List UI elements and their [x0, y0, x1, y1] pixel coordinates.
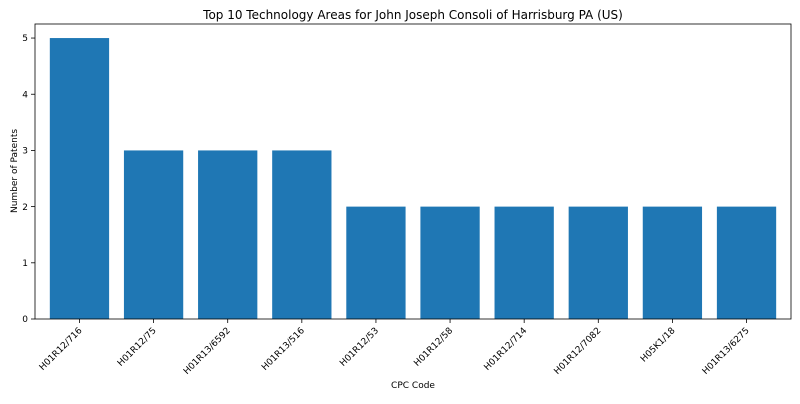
y-tick-label: 2 — [22, 203, 28, 213]
bar — [272, 150, 331, 319]
x-tick-label: H01R12/75 — [116, 326, 159, 369]
bar — [495, 207, 554, 319]
bar — [717, 207, 776, 319]
x-axis-label: CPC Code — [391, 381, 435, 391]
x-tick-label: H01R12/58 — [412, 326, 455, 369]
x-tick-label: H01R12/53 — [338, 326, 381, 369]
bar — [50, 38, 109, 319]
bar — [569, 207, 628, 319]
bar — [643, 207, 702, 319]
bar — [124, 150, 183, 319]
y-tick-label: 4 — [22, 90, 28, 100]
bar — [346, 207, 405, 319]
x-tick-label: H05K1/18 — [639, 326, 678, 365]
bar — [198, 150, 257, 319]
x-tick-label: H01R13/6592 — [182, 326, 233, 377]
y-tick-label: 0 — [22, 315, 28, 325]
x-tick-label: H01R12/7082 — [553, 326, 604, 377]
x-tick-label: H01R12/716 — [38, 326, 85, 373]
x-tick-label: H01R12/714 — [483, 326, 530, 373]
bar — [420, 207, 479, 319]
y-tick-label: 3 — [22, 147, 28, 157]
chart-title: Top 10 Technology Areas for John Joseph … — [202, 8, 623, 22]
plot-area: 0 1 2 3 4 5 H01R12/716 H01R12/75 H01R13/6592 H01R… — [22, 24, 791, 377]
y-axis-label: Number of Patents — [10, 129, 20, 213]
x-tick-label: H01R13/516 — [260, 326, 307, 373]
x-tick-label: H01R13/6275 — [701, 326, 752, 377]
y-tick-label: 1 — [22, 259, 28, 269]
y-tick-label: 5 — [22, 34, 28, 44]
